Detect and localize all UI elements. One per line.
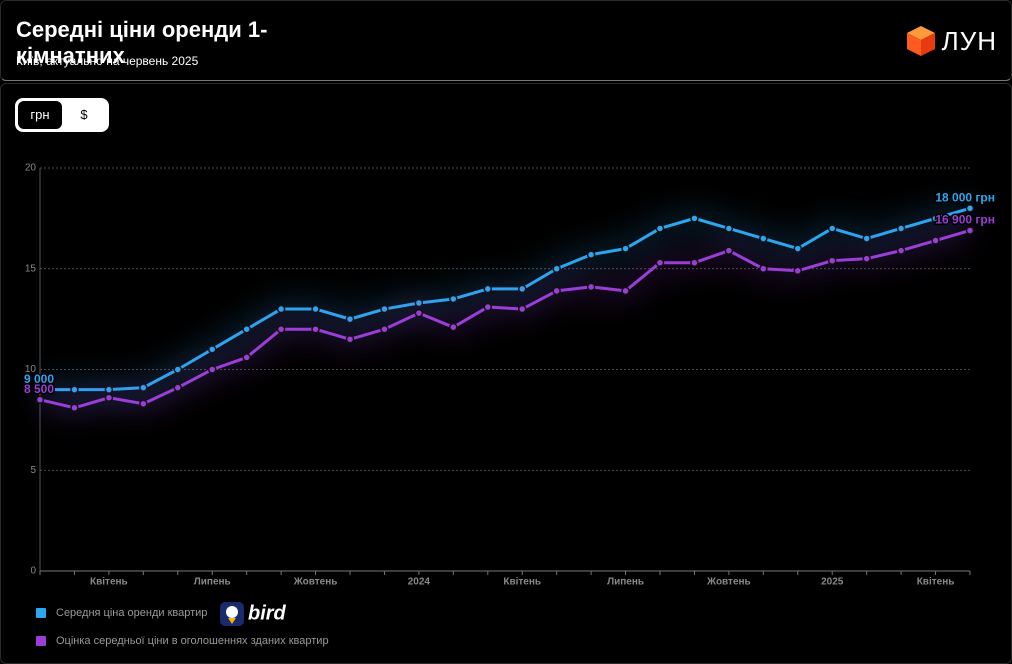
x-tick-label: Липень (607, 577, 644, 588)
data-point (517, 304, 527, 314)
data-point (173, 383, 183, 392)
data-point (827, 256, 837, 265)
series-line (39, 229, 971, 410)
data-point (827, 224, 837, 233)
x-tick-label: Липень (194, 577, 231, 588)
data-point (896, 224, 906, 233)
data-point (35, 395, 45, 404)
data-point (449, 322, 458, 332)
data-label: 16 900 грн (935, 213, 995, 227)
logo-text: ЛУН (941, 25, 997, 56)
data-point (552, 264, 561, 273)
data-point (242, 324, 251, 334)
data-point (931, 236, 940, 245)
data-point (759, 264, 768, 273)
data-label: 9 000 (24, 372, 54, 386)
data-point (139, 399, 148, 409)
y-tick-label: 15 (25, 263, 37, 274)
data-point (311, 304, 320, 314)
y-tick-label: 20 (25, 163, 37, 174)
data-point (483, 284, 493, 294)
x-tick-label: Квітень (503, 577, 541, 588)
data-point (70, 403, 79, 413)
legend: Середня ціна оренди квартир Оцінка середн… (36, 607, 329, 647)
x-tick-label: Квітень (917, 577, 955, 588)
data-point (380, 324, 389, 334)
x-tick-label: Жовтень (706, 577, 751, 588)
data-point (70, 385, 79, 394)
x-tick-label: 2024 (408, 577, 431, 588)
data-point (483, 302, 493, 312)
data-label: 18 000 грн (935, 190, 995, 204)
axes: 0 5 10 15 20 Квітень Липень Жовтень 2024 Квітень Л… (25, 163, 971, 588)
partner-logo: bird (248, 602, 287, 624)
data-point (621, 244, 630, 253)
data-point (276, 324, 286, 334)
subtitle: Київ, актуально на червень 2025 (16, 54, 199, 68)
data-point (690, 214, 699, 223)
data-point (139, 383, 148, 392)
toggle-option[interactable]: грн (18, 101, 62, 129)
legend-label: Оцінка середньої ціни в оголошеннях здан… (56, 635, 329, 647)
x-tick-label: Квітень (90, 577, 128, 588)
legend-label: Середня ціна оренди квартир (56, 607, 207, 619)
y-tick-label: 0 (30, 566, 36, 577)
data-point (173, 365, 183, 374)
data-point (655, 224, 665, 233)
data-point (104, 393, 114, 402)
data-point (724, 224, 734, 233)
data-point (414, 308, 424, 318)
data-point (690, 258, 699, 267)
data-point (655, 258, 665, 267)
data-point (207, 345, 217, 354)
legend-swatch (36, 608, 46, 618)
data-point (862, 234, 871, 243)
data-point (793, 266, 803, 276)
partner-icon-beak (228, 618, 236, 624)
data-point (896, 246, 906, 255)
data-point (207, 365, 217, 374)
x-tick-label: Жовтень (293, 577, 338, 588)
title: Середні ціни оренди 1-кімнатних (16, 17, 268, 68)
data-point (517, 284, 527, 294)
data-point (345, 314, 355, 324)
data-point (311, 324, 320, 334)
legend-swatch (36, 636, 46, 646)
data-point (862, 254, 871, 263)
logo-icon (906, 26, 935, 56)
currency-toggle: грн $ (15, 98, 109, 132)
data-point (242, 353, 251, 362)
data-point (931, 214, 940, 223)
data-point (724, 246, 734, 255)
data-point (965, 226, 975, 235)
data-point (449, 294, 458, 304)
series-line (40, 206, 971, 392)
data-point (345, 335, 355, 344)
data-point (276, 304, 286, 314)
toggle-option[interactable]: $ (80, 107, 88, 122)
data-point (552, 286, 561, 296)
y-tick-label: 10 (25, 364, 37, 375)
header: Середні ціни оренди 1-кімнатних Київ, ак… (0, 0, 1012, 81)
data-point (586, 282, 596, 292)
logo[interactable]: ЛУН (906, 25, 997, 57)
data-point (793, 244, 803, 253)
data-label: 8 500 (24, 382, 54, 396)
partner-icon-eye (226, 606, 238, 618)
data-point (380, 304, 389, 314)
data-point (965, 204, 975, 213)
data-point (621, 286, 630, 296)
x-tick-label: 2025 (821, 577, 844, 588)
data-point (586, 250, 596, 259)
data-point (759, 234, 768, 243)
y-tick-label: 5 (30, 465, 36, 476)
